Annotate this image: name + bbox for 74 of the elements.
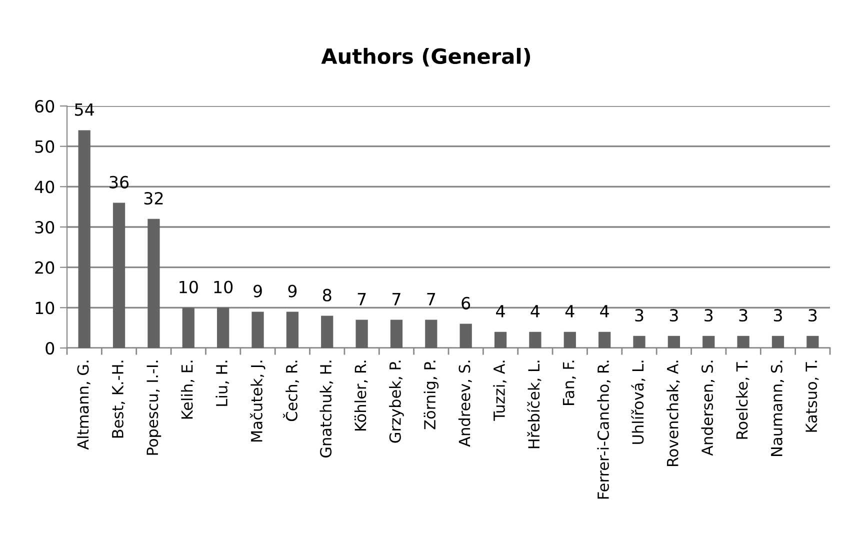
bar xyxy=(321,316,334,348)
data-label: 7 xyxy=(358,293,366,306)
data-label: 3 xyxy=(739,308,748,322)
x-tick-label: Roelcke, T. xyxy=(736,360,750,439)
data-label: 10 xyxy=(180,280,198,294)
data-label: 3 xyxy=(808,308,817,322)
x-tick-label: Andersen, S. xyxy=(701,360,715,456)
bar xyxy=(668,336,680,348)
bar xyxy=(112,202,126,348)
data-label: 3 xyxy=(774,308,782,322)
bar xyxy=(460,324,472,348)
data-label: 3 xyxy=(704,308,713,322)
x-tick-label: Hřebíček, L. xyxy=(527,360,542,448)
data-label: 9 xyxy=(288,284,297,298)
data-label: 32 xyxy=(144,192,163,205)
data-label: 4 xyxy=(530,305,540,318)
bar xyxy=(529,332,542,348)
data-label: 7 xyxy=(392,293,400,306)
data-label: 3 xyxy=(635,308,644,322)
bar xyxy=(252,312,264,348)
bar xyxy=(494,332,507,348)
bar xyxy=(806,336,819,348)
x-tick-label: Zörnig, P. xyxy=(424,360,439,430)
bar xyxy=(286,312,298,348)
x-tick-label: Katsuo, T. xyxy=(806,360,819,432)
x-tick-label: Altmann, G. xyxy=(76,360,90,450)
bar xyxy=(772,336,784,348)
bar xyxy=(78,130,90,348)
data-label: 9 xyxy=(253,284,262,298)
bar xyxy=(148,218,160,348)
bar xyxy=(390,320,403,348)
y-tick-label: 20 xyxy=(35,261,54,274)
x-tick-label: Best, K.-H. xyxy=(112,360,126,438)
x-tick-label: Ferrer-i-Cancho, R. xyxy=(597,360,611,499)
bar xyxy=(564,332,576,348)
y-tick-label: 50 xyxy=(35,140,54,153)
x-tick-label: Andreev, S. xyxy=(458,360,472,447)
chart-title: Authors (General) xyxy=(321,48,530,66)
data-label: 4 xyxy=(600,305,609,318)
y-tick-label: 30 xyxy=(35,220,54,234)
data-label: 10 xyxy=(214,280,233,294)
bar xyxy=(702,336,715,348)
data-label: 8 xyxy=(322,288,332,302)
x-tick-label: Čech, R. xyxy=(283,360,299,422)
data-label: 7 xyxy=(427,293,436,306)
y-tick-label: 40 xyxy=(34,180,54,194)
data-label: 54 xyxy=(75,103,94,116)
x-tick-label: Mačutek, J. xyxy=(250,360,266,442)
y-tick-label: 10 xyxy=(36,302,54,314)
bar xyxy=(633,336,646,348)
x-tick-label: Köhler, R. xyxy=(354,360,368,430)
y-tick-label: 0 xyxy=(46,342,54,355)
data-label: 36 xyxy=(110,176,129,188)
x-tick-label: Fan, F. xyxy=(562,360,576,405)
x-tick-label: Popescu, I.-I. xyxy=(146,360,162,455)
y-tick-label: 60 xyxy=(35,100,54,113)
bar xyxy=(356,320,368,348)
data-label: 3 xyxy=(670,308,678,322)
x-tick-label: Liu, H. xyxy=(216,360,230,406)
bar xyxy=(182,308,194,348)
x-tick-label: Naumann, S. xyxy=(770,360,784,456)
x-tick-label: Kelih, E. xyxy=(180,360,194,419)
x-tick-label: Gnatchuk, H. xyxy=(320,360,334,458)
data-label: 4 xyxy=(496,305,505,318)
data-label: 4 xyxy=(565,305,574,318)
bar xyxy=(217,308,230,348)
x-tick-label: Tuzzi, A. xyxy=(493,360,507,421)
bar xyxy=(425,320,438,348)
x-tick-label: Uhlířová, L. xyxy=(631,360,646,444)
bar xyxy=(598,332,611,348)
x-tick-label: Rovenchak, A. xyxy=(666,360,680,466)
x-tick-label: Grzybek, P. xyxy=(389,360,404,443)
data-label: 6 xyxy=(462,296,470,310)
bar xyxy=(737,336,750,348)
